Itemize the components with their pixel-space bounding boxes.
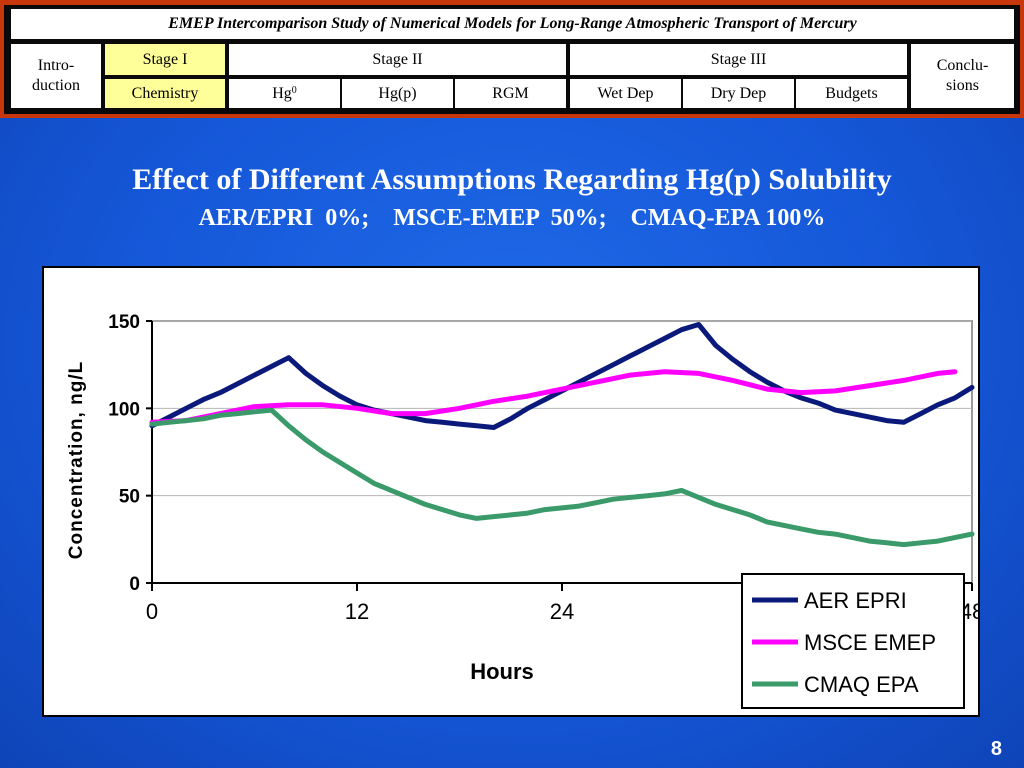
nav-conclusions-line2: sions: [946, 77, 979, 94]
nav-budgets[interactable]: Budgets: [796, 79, 907, 108]
plot-area: [151, 320, 973, 584]
legend-label: CMAQ EPA: [804, 672, 919, 697]
page-number: 8: [990, 738, 1002, 760]
x-tick-label: 0: [146, 599, 158, 624]
slide-subtitle: AER/EPRI 0%; MSCE-EMEP 50%; CMAQ-EPA 100…: [198, 205, 826, 231]
nav-conclusions-line1: Conclu-: [936, 57, 989, 74]
nav-introduction-line1: Intro-: [37, 57, 75, 74]
slide-title: Effect of Different Assumptions Regardin…: [132, 163, 892, 196]
chart-panel: 050100150012243648 Hours Concentration, …: [42, 266, 980, 717]
navigation-table: EMEP Intercomparison Study of Numerical …: [4, 5, 1020, 114]
navigation-frame: EMEP Intercomparison Study of Numerical …: [0, 0, 1024, 118]
nav-conclusions[interactable]: Conclu- sions: [911, 44, 1014, 108]
x-axis-label: Hours: [470, 659, 534, 684]
nav-stage-2[interactable]: Stage II: [229, 44, 566, 75]
nav-wet-dep[interactable]: Wet Dep: [570, 79, 681, 108]
legend: AER EPRI MSCE EMEP CMAQ EPA: [741, 573, 965, 709]
y-tick-label: 100: [108, 399, 140, 420]
nav-chemistry[interactable]: Chemistry: [105, 79, 225, 108]
line-chart: 050100150012243648 Hours Concentration, …: [66, 312, 978, 709]
y-axis-label: Concentration, ng/L: [66, 361, 87, 559]
nav-hg0[interactable]: Hg 0: [229, 79, 340, 108]
legend-label: AER EPRI: [804, 588, 907, 613]
nav-introduction[interactable]: Intro- duction: [11, 44, 101, 108]
x-tick-label: 24: [550, 599, 574, 624]
y-tick-label: 150: [108, 312, 140, 333]
y-tick-label: 0: [129, 574, 140, 595]
legend-label: MSCE EMEP: [804, 630, 936, 655]
series-line-cmaq-epa: [149, 407, 975, 548]
nav-hgp[interactable]: Hg(p): [342, 79, 453, 108]
nav-rgm[interactable]: RGM: [455, 79, 566, 108]
x-tick-label: 12: [345, 599, 369, 624]
nav-introduction-line2: duction: [32, 77, 80, 94]
series-line-msce-emep: [149, 369, 958, 425]
nav-stage-1[interactable]: Stage I: [105, 44, 225, 75]
y-tick-label: 50: [119, 487, 140, 508]
presentation-title: EMEP Intercomparison Study of Numerical …: [11, 9, 1014, 39]
nav-stage-3[interactable]: Stage III: [570, 44, 907, 75]
series-lines: [149, 322, 975, 548]
nav-hg0-base: Hg: [272, 84, 292, 102]
nav-dry-dep[interactable]: Dry Dep: [683, 79, 794, 108]
